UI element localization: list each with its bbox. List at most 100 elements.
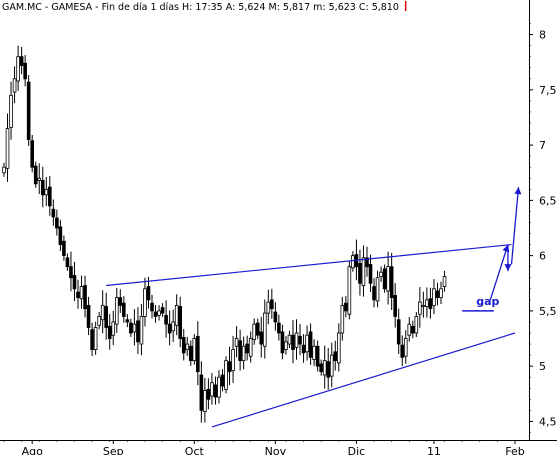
candle	[199, 361, 204, 423]
candle	[432, 279, 436, 315]
candle	[174, 294, 179, 336]
candle	[224, 356, 228, 394]
candle	[277, 314, 281, 341]
candle	[83, 275, 87, 318]
candle	[372, 278, 376, 308]
candle	[132, 309, 137, 346]
candle	[164, 300, 168, 338]
arrow-up-2	[510, 187, 522, 265]
candle	[273, 302, 278, 331]
candlestick-series	[2, 45, 447, 423]
y-tick-label: 7,5	[539, 84, 557, 97]
candle	[76, 279, 80, 309]
candle	[129, 318, 133, 337]
candle	[414, 312, 419, 337]
candle	[252, 318, 257, 345]
candle	[329, 342, 334, 388]
candle	[111, 310, 116, 346]
candle	[365, 246, 369, 277]
candle	[322, 345, 327, 389]
candle	[44, 176, 49, 206]
x-axis-ticks: Ago Sep Oct Nov Dic 11 Feb	[3, 440, 525, 455]
candle	[333, 340, 338, 371]
candle	[284, 336, 288, 355]
candle	[213, 376, 218, 405]
candle	[30, 134, 34, 173]
candle	[157, 305, 161, 321]
candle	[389, 252, 394, 310]
candle	[90, 322, 94, 356]
candle	[206, 378, 211, 410]
candle	[104, 292, 109, 340]
candle	[351, 251, 355, 272]
candle	[72, 261, 77, 302]
x-tick-label: Nov	[265, 445, 287, 455]
candle	[79, 275, 84, 309]
y-tick-label: 8	[539, 29, 546, 42]
candle	[312, 339, 316, 366]
candle	[69, 251, 73, 292]
candle	[287, 330, 292, 349]
candle	[326, 348, 331, 390]
candle	[65, 253, 70, 271]
x-tick-label: Ago	[22, 445, 44, 455]
y-tick-label: 6	[539, 250, 546, 263]
candle	[340, 296, 345, 341]
header-marker	[404, 1, 407, 11]
candle	[262, 299, 267, 359]
candle	[210, 373, 214, 405]
candle	[421, 291, 426, 318]
x-tick-label: 11	[427, 445, 441, 455]
candle	[100, 290, 105, 334]
candle	[270, 288, 274, 319]
candle	[143, 277, 147, 327]
candle	[407, 317, 412, 342]
y-axis-ticks: 4,5 5 5,5 6 6,5 7 7,5 8	[529, 23, 557, 433]
candle	[435, 282, 440, 306]
candle	[375, 270, 380, 308]
candle	[410, 320, 415, 339]
candle	[122, 296, 126, 323]
y-tick-label: 5	[539, 360, 546, 373]
candle	[23, 54, 27, 87]
candle	[361, 245, 366, 297]
candle	[55, 209, 59, 236]
candle	[418, 287, 422, 328]
candle	[40, 166, 45, 208]
candle	[344, 296, 348, 318]
candle	[308, 323, 313, 365]
candle	[234, 326, 239, 358]
candle	[5, 113, 10, 182]
trendline-layer	[106, 243, 516, 428]
candle	[305, 325, 309, 361]
y-tick-label: 4,5	[539, 415, 557, 428]
candle	[160, 303, 165, 318]
candle	[294, 319, 299, 360]
candle	[439, 281, 443, 304]
candle	[150, 294, 154, 319]
candle	[301, 334, 306, 363]
candle	[347, 260, 352, 320]
arrow-down	[504, 244, 512, 272]
chart-header: GAM.MC - GAMESA - Fin de día 1 días H: 1…	[2, 2, 399, 13]
candle	[33, 161, 38, 188]
candle	[291, 320, 295, 364]
candle	[238, 329, 242, 371]
candle	[319, 359, 323, 376]
candle	[167, 310, 172, 346]
candle	[93, 321, 98, 355]
candle	[336, 323, 341, 372]
candle	[442, 270, 447, 292]
candle	[196, 321, 200, 386]
x-tick-label: Dic	[348, 445, 366, 455]
candle	[139, 304, 144, 356]
candle	[403, 330, 408, 364]
candle	[19, 46, 24, 75]
candle	[203, 378, 207, 423]
candle	[107, 313, 112, 350]
candle	[185, 336, 190, 356]
candle	[2, 162, 6, 177]
candle	[146, 276, 151, 309]
candle	[227, 346, 232, 386]
